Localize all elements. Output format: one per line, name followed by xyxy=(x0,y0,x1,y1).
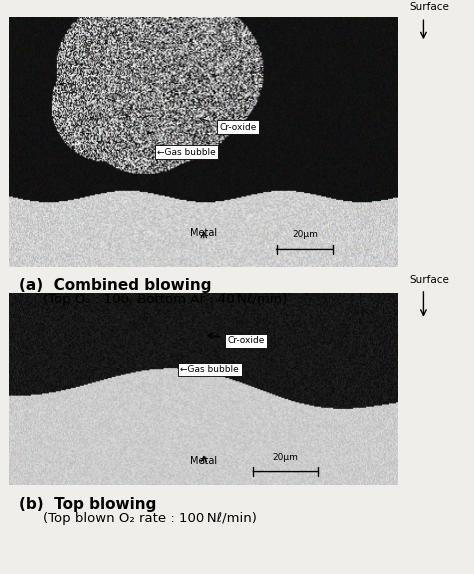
Text: Metal: Metal xyxy=(190,456,218,466)
Text: 20μm: 20μm xyxy=(292,230,318,239)
Text: Metal: Metal xyxy=(190,228,218,238)
Text: (b)  Top blowing: (b) Top blowing xyxy=(19,497,156,511)
Text: (Top O₂ : 100, Bottom Ar : 40 Nℓ/min): (Top O₂ : 100, Bottom Ar : 40 Nℓ/min) xyxy=(43,293,287,306)
Text: Cr-oxide: Cr-oxide xyxy=(219,123,257,131)
Text: (Top blown O₂ rate : 100 Nℓ/min): (Top blown O₂ rate : 100 Nℓ/min) xyxy=(43,512,256,525)
Text: Surface: Surface xyxy=(410,2,450,12)
Text: ←Gas bubble: ←Gas bubble xyxy=(157,148,216,157)
Text: (a)  Combined blowing: (a) Combined blowing xyxy=(19,278,211,293)
Text: Surface: Surface xyxy=(410,275,450,285)
Text: ←Gas bubble: ←Gas bubble xyxy=(181,365,239,374)
Text: 20μm: 20μm xyxy=(273,453,298,462)
Text: Cr-oxide: Cr-oxide xyxy=(227,336,264,346)
